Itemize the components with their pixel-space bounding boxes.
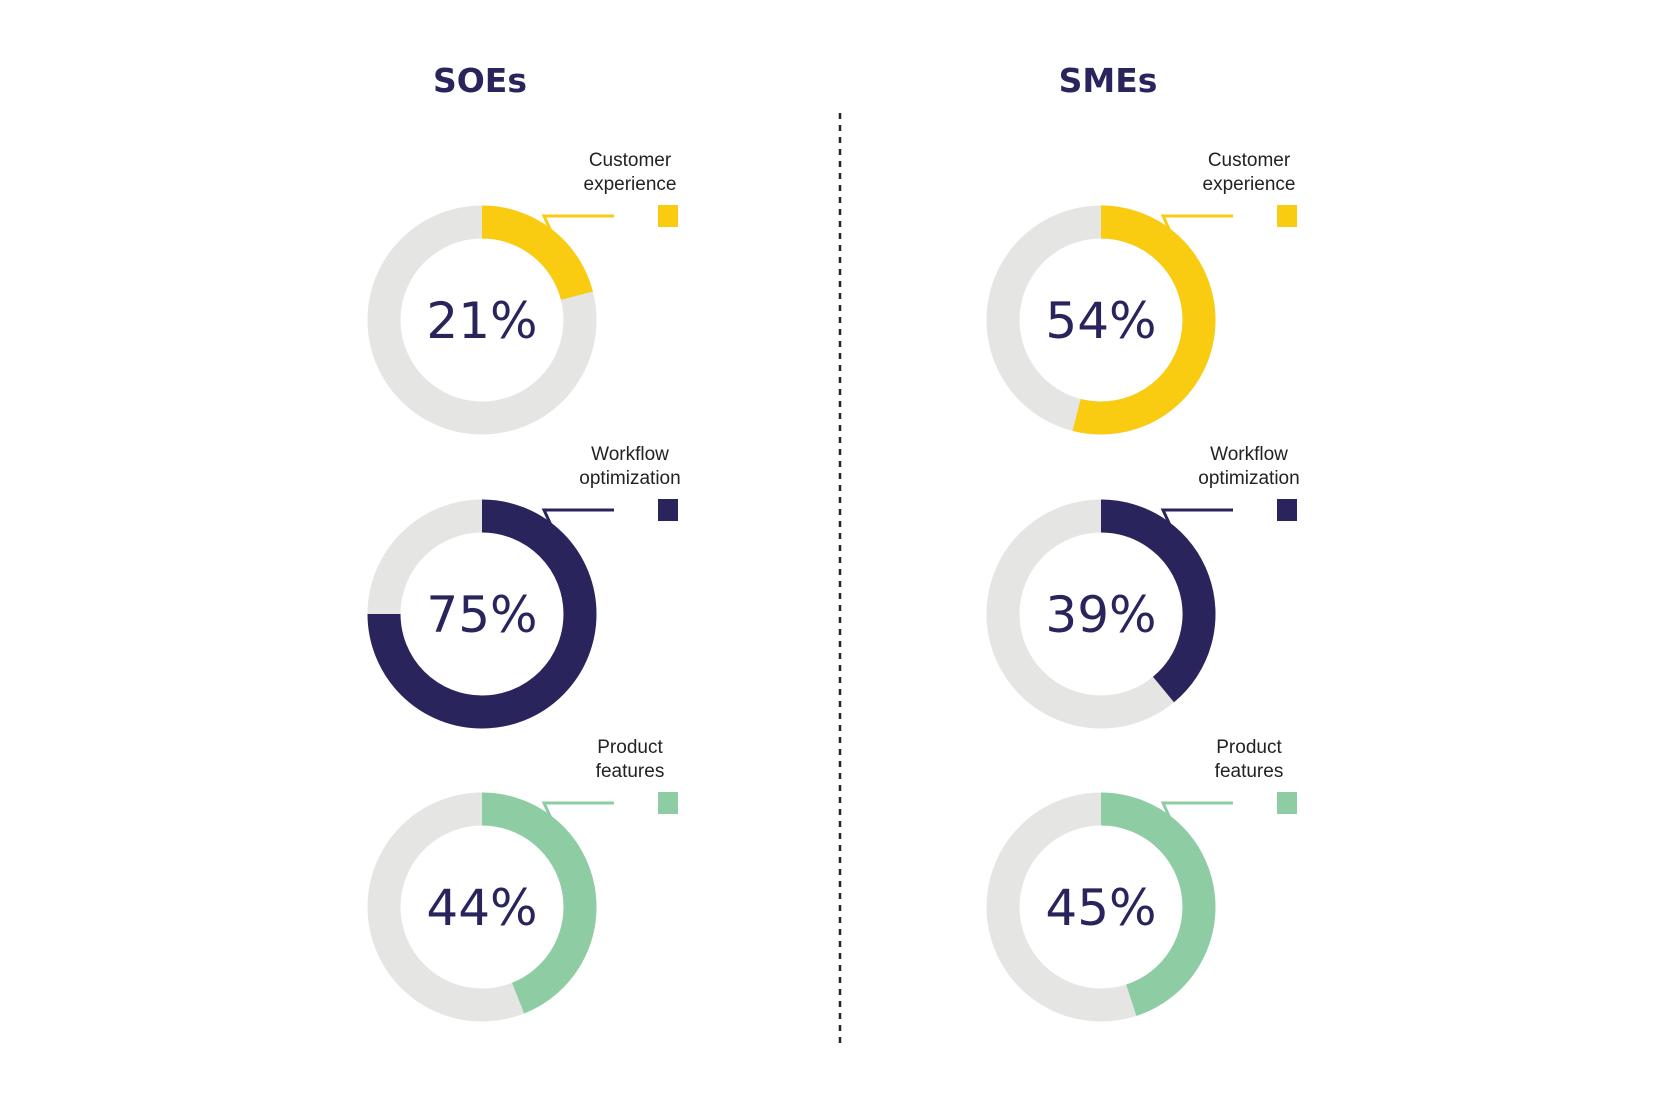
soes-workflow-optimization-value-label: 75% [426,586,537,644]
soes-column: SOEs 21% Customer experience 75% Workflow opt… [367,61,681,1022]
soes-product-features-label-line-2: features [596,761,665,782]
soes-customer-experience-value-label: 21% [426,292,537,350]
smes-workflow-optimization-label-line-2: optimization [1198,468,1299,489]
smes-product-features-label-line-1: Product [1216,737,1282,758]
soes-title: SOEs [433,61,527,100]
smes-column: SMEs 54% Customer experience 39% Workflow opt… [986,61,1300,1022]
smes-product-features-leader-line [1160,801,1233,833]
smes-customer-experience-value-label: 54% [1045,292,1156,350]
smes-product-features-arc [1100,792,1216,1016]
soes-workflow-optimization-legend-marker [658,499,678,521]
smes-workflow-optimization-arc [1100,499,1216,703]
soes-customer-experience-label-line-2: experience [584,174,677,195]
smes-customer-experience-label-line-2: experience [1203,174,1296,195]
soes-product-features-arc [481,792,597,1014]
smes-workflow-optimization-label-line-1: Workflow [1210,444,1288,465]
soes-product-features-legend-marker [658,792,678,814]
smes-title: SMEs [1059,61,1158,100]
smes-workflow-optimization-legend-marker [1277,499,1297,521]
smes-customer-experience-arc [1072,205,1216,435]
soes-workflow-optimization-arc [367,499,597,729]
soes-product-features-leader-line [541,801,614,833]
smes-product-features-label-line-2: features [1215,761,1284,782]
soes-product-features-value-label: 44% [426,879,537,937]
soes-customer-experience-label-line-1: Customer [589,150,672,171]
soes-product-features-label-line-1: Product [597,737,663,758]
smes-customer-experience-legend-marker [1277,205,1297,227]
smes-workflow-optimization-value-label: 39% [1045,586,1156,644]
soes-customer-experience-legend-marker [658,205,678,227]
smes-customer-experience-label-line-1: Customer [1208,150,1291,171]
soes-workflow-optimization-leader-line [541,508,614,540]
smes-workflow-optimization-leader-line [1160,508,1233,540]
smes-product-features-legend-marker [1277,792,1297,814]
soes-customer-experience-arc [481,205,593,301]
soes-customer-experience-leader-line [541,214,614,246]
smes-product-features-value-label: 45% [1045,879,1156,937]
soes-workflow-optimization-label-line-1: Workflow [591,444,669,465]
soes-workflow-optimization-label-line-2: optimization [579,468,680,489]
smes-customer-experience-leader-line [1160,214,1233,246]
